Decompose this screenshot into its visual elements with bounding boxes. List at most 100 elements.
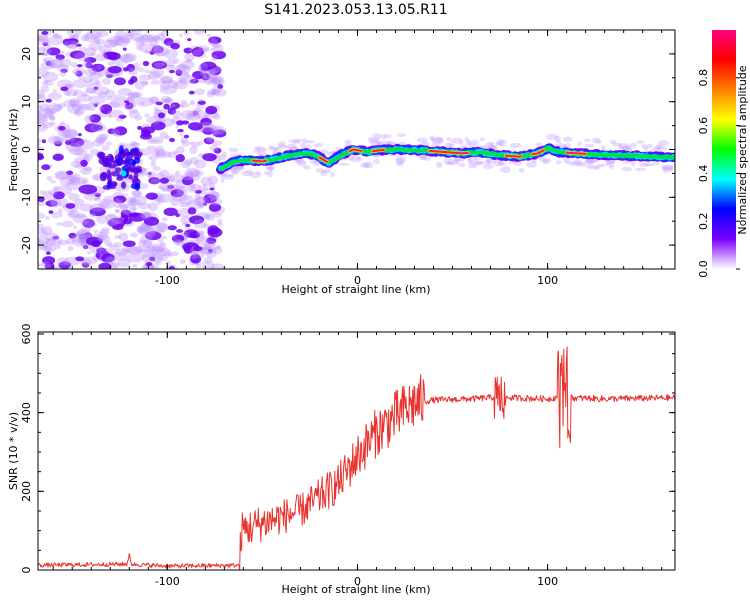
spectrogram-halo-point	[228, 147, 239, 153]
spectrogram-noise-point	[49, 116, 56, 121]
spectrogram-noise-point	[59, 50, 65, 55]
spectrogram-halo-point	[230, 166, 237, 174]
spectrogram-noise-point	[42, 39, 50, 46]
spectrogram-noise-point	[52, 235, 60, 240]
spectrogram-noise-point	[124, 54, 131, 59]
spectrogram-halo-point	[643, 162, 655, 167]
spectrogram-noise-point	[144, 231, 162, 241]
spectrogram-noise-point	[89, 52, 96, 57]
spectrogram-halo-point	[302, 138, 307, 145]
spectrogram-noise-point	[163, 207, 178, 217]
spectrogram-noise-point	[79, 103, 87, 110]
spectrogram-noise-point	[56, 257, 70, 266]
spectrogram-noise-point	[99, 229, 110, 235]
spectrogram-noise-point	[159, 186, 165, 190]
spectrogram-halo-point	[432, 137, 444, 142]
spectrogram-noise-point	[126, 30, 142, 36]
spectrogram-noise-point	[107, 213, 117, 219]
spectrogram-noise-point	[169, 137, 175, 143]
y-tick-label: 20	[20, 47, 33, 61]
spectrogram-noise-point	[193, 196, 210, 207]
spectrogram-noise-point	[143, 216, 160, 226]
spectrogram-noise-point	[59, 58, 72, 68]
spectrogram-halo-point	[416, 137, 428, 143]
spectrogram-halo-point	[218, 173, 228, 178]
spectrogram-noise-point	[159, 80, 171, 91]
spectrogram-noise-point	[142, 60, 150, 67]
spectrogram-noise-point	[44, 80, 49, 85]
spectrogram-noise-point	[153, 106, 159, 111]
spectrogram-noise-point	[38, 239, 47, 250]
spectrogram-noise-point	[205, 188, 211, 192]
spectrogram-noise-point	[179, 259, 186, 265]
y-tick-label: -20	[20, 236, 33, 254]
spectrogram-noise-point	[212, 76, 223, 85]
spectrogram-noise-point	[206, 237, 217, 244]
spectrogram-noise-point	[107, 36, 125, 45]
spectrogram-noise-point	[195, 263, 202, 269]
spectrogram-noise-point	[113, 195, 127, 204]
spectrogram-noise-point	[200, 66, 211, 72]
spectrogram-halo-point	[654, 144, 664, 151]
spectrogram-noise-point	[176, 146, 185, 154]
spectrogram-noise-point	[60, 86, 69, 92]
spectrogram-noise-point	[159, 85, 178, 95]
spectrogram-noise-point	[85, 87, 97, 94]
spectrogram-halo-point	[371, 133, 382, 140]
spectrogram-noise-point	[138, 183, 149, 190]
spectrogram-noise-point	[160, 75, 174, 84]
spectrogram-noise-point	[167, 225, 177, 231]
spectrogram-noise-point	[122, 52, 137, 62]
spectrogram-noise-point	[58, 261, 71, 269]
spectrogram-halo-point	[235, 166, 246, 170]
spectrogram-noise-point	[65, 203, 76, 209]
spectrogram-cluster-point	[132, 167, 140, 174]
spectrogram-noise-point	[40, 61, 54, 70]
spectrogram-noise-point	[179, 104, 185, 108]
spectrogram-halo-point	[609, 139, 617, 145]
spectrogram-noise-point	[47, 135, 61, 145]
spectrogram-noise-point	[204, 213, 209, 219]
spectrogram-halo-point	[320, 170, 328, 176]
spectrogram-noise-point	[132, 263, 138, 268]
spectrogram-noise-point	[80, 258, 92, 267]
spectrogram-noise-point	[126, 33, 134, 40]
spectrogram-noise-point	[202, 153, 217, 162]
spectrogram-halo-point	[265, 164, 276, 172]
spectrogram-noise-point	[63, 89, 72, 96]
spectrogram-noise-point	[95, 30, 108, 38]
spectrogram-noise-point	[110, 262, 121, 268]
spectrogram-halo-point	[662, 166, 670, 174]
spectrogram-noise-point	[88, 78, 100, 86]
spectrogram-halo-point	[601, 145, 606, 151]
spectrogram-halo-point	[542, 158, 549, 165]
spectrogram-noise-point	[89, 213, 97, 218]
spectrogram-noise-point	[38, 142, 41, 147]
spectrogram-noise-point	[208, 36, 222, 44]
spectrogram-noise-point	[75, 70, 83, 77]
spectrogram-noise-point	[71, 234, 88, 244]
spectrogram-noise-point	[42, 42, 49, 47]
spectrogram-noise-point	[105, 39, 110, 43]
spectrogram-noise-point	[152, 243, 167, 252]
spectrogram-noise-point	[160, 235, 168, 240]
spectrogram-halo-point	[618, 142, 623, 149]
spectrogram-noise-point	[135, 40, 145, 48]
spectrogram-noise-point	[58, 126, 66, 131]
spectrogram-noise-point	[150, 162, 156, 168]
spectrogram-cluster-point	[120, 181, 127, 190]
spectrogram-noise-point	[69, 97, 80, 107]
spectrogram-noise-point	[147, 138, 155, 144]
spectrogram-noise-point	[68, 174, 77, 183]
spectrogram-halo-point	[629, 142, 638, 148]
spectrogram-noise-point	[198, 98, 203, 103]
spectrogram-noise-point	[68, 192, 80, 202]
spectrogram-halo-point	[467, 157, 478, 164]
spectrogram-noise-point	[123, 100, 130, 104]
spectrogram-noise-point	[46, 43, 52, 48]
spectrogram-cluster-point	[133, 171, 139, 179]
spectrogram-noise-point	[183, 47, 193, 54]
spectrogram-noise-point	[46, 175, 53, 182]
spectrogram-noise-point	[188, 90, 195, 95]
spectrogram-halo-point	[569, 162, 581, 167]
